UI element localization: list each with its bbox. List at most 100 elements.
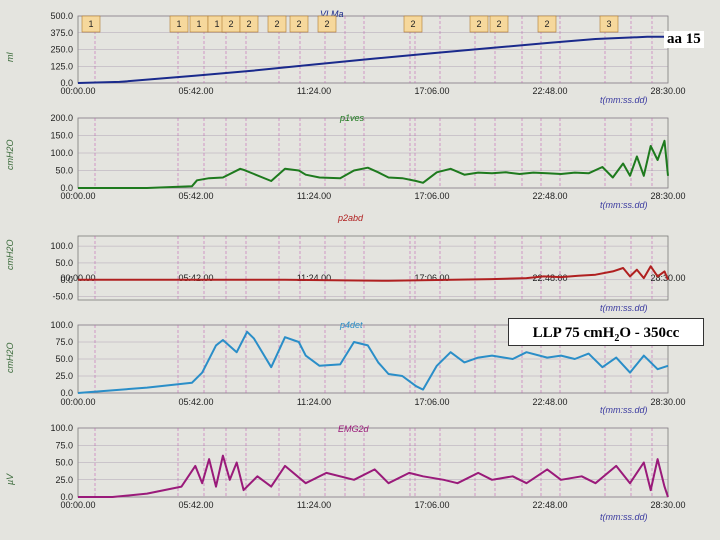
y-axis-label: cmH2O [5,139,15,170]
event-label: 2 [544,19,549,29]
y-tick-label: 0.0 [60,275,73,285]
y-tick-label: 100.0 [50,241,73,251]
event-label: 2 [496,19,501,29]
x-tick-label: 11:24.00 [297,191,331,201]
event-label: 3 [606,19,611,29]
y-axis-label: cmH2O [5,342,15,373]
event-label-box [317,15,337,33]
event-label: 2 [476,19,481,29]
x-tick-label: 22:48.00 [532,397,567,407]
x-tick-label: 00:00.00 [60,500,95,510]
x-tick-label: 17:06.00 [414,273,449,283]
x-tick-label: 22:48.00 [532,191,567,201]
x-tick-label: 05:42.00 [178,191,213,201]
y-tick-label: 50.0 [55,354,73,364]
channel-label-p4det: p4det [339,320,363,330]
y-tick-label: 200.0 [50,113,73,123]
y-tick-label: 100.0 [50,423,73,433]
event-label: 2 [246,19,251,29]
y-tick-label: 0.0 [60,388,73,398]
event-label: 2 [296,19,301,29]
event-label-box [469,15,489,33]
y-tick-label: 250.0 [50,45,73,55]
channel-label-p1ves: p1ves [339,113,365,123]
y-tick-label: 375.0 [50,28,73,38]
x-tick-label: 22:48.00 [532,273,567,283]
y-tick-label: -50.0 [52,292,73,302]
y-tick-label: 0.0 [60,183,73,193]
x-tick-label: 05:42.00 [178,397,213,407]
plot-frame-p2abd [77,235,669,301]
series-line-EMG2d [78,454,669,498]
y-tick-label: 0.0 [60,492,73,502]
channel-label-EMG2d: EMG2d [338,424,370,434]
event-label-box [599,15,619,33]
event-label: 2 [410,19,415,29]
event-label: 2 [228,19,233,29]
channel-label-VLMa: VLMa [320,9,344,19]
y-tick-label: 100.0 [50,148,73,158]
llp-annotation: LLP 75 cmH2O - 350cc [508,318,704,346]
y-tick-label: 125.0 [50,61,73,71]
y-tick-label: 25.0 [55,475,73,485]
event-label: 2 [324,19,329,29]
event-label-box [289,15,309,33]
event-label: 1 [88,19,93,29]
x-tick-label: 11:24.00 [297,273,331,283]
event-label-box [169,15,189,33]
y-tick-label: 100.0 [50,320,73,330]
y-tick-label: 75.0 [55,337,73,347]
x-tick-label: 28:30.00 [650,397,685,407]
event-label-box [81,15,101,33]
x-tick-label: 28:30.00 [650,86,685,96]
x-tick-label: 22:48.00 [532,86,567,96]
y-axis-label: µV [5,473,15,485]
series-line-VLMa [77,35,668,84]
series-line-p2abd [78,265,669,282]
x-tick-label: 17:06.00 [414,397,449,407]
x-tick-label: 28:30.00 [650,500,685,510]
x-axis-label: t(mm:ss.dd) [600,512,648,522]
y-tick-label: 50.0 [55,458,73,468]
y-axis-label: ml [5,52,15,62]
x-tick-label: 28:30.00 [650,191,685,201]
x-tick-label: 17:06.00 [414,500,449,510]
x-tick-label: 00:00.00 [60,397,95,407]
x-axis-label: t(mm:ss.dd) [600,303,648,313]
y-tick-label: 25.0 [55,371,73,381]
y-tick-label: 0.0 [60,78,73,88]
x-tick-label: 05:42.00 [178,86,213,96]
event-label-box [489,15,509,33]
event-label: 1 [176,19,181,29]
y-tick-label: 500.0 [50,11,73,21]
trace-title-note: aa 15 [664,31,704,48]
x-axis-label: t(mm:ss.dd) [600,405,648,415]
series-line-p4det [77,330,669,394]
x-tick-label: 17:06.00 [414,86,449,96]
x-axis-label: t(mm:ss.dd) [600,95,648,105]
event-label: 2 [274,19,279,29]
x-tick-label: 05:42.00 [178,500,213,510]
x-tick-label: 11:24.00 [297,500,331,510]
event-label-box [239,15,259,33]
x-tick-label: 00:00.00 [60,86,95,96]
event-label-box [267,15,287,33]
y-tick-label: 150.0 [50,131,73,141]
channel-label-p2abd: p2abd [337,213,364,223]
x-tick-label: 17:06.00 [414,191,449,201]
x-tick-label: 05:42.00 [178,273,213,283]
series-line-p1ves [78,139,669,189]
x-axis-label: t(mm:ss.dd) [600,200,648,210]
event-label-box [403,15,423,33]
event-label-box [537,15,557,33]
y-tick-label: 50.0 [55,166,73,176]
x-tick-label: 00:00.00 [60,273,95,283]
event-label: 1 [196,19,201,29]
y-tick-label: 75.0 [55,440,73,450]
x-tick-label: 11:24.00 [297,397,331,407]
x-tick-label: 22:48.00 [532,500,567,510]
y-tick-label: 50.0 [55,258,73,268]
y-axis-label: cmH2O [5,239,15,270]
x-tick-label: 11:24.00 [297,86,331,96]
